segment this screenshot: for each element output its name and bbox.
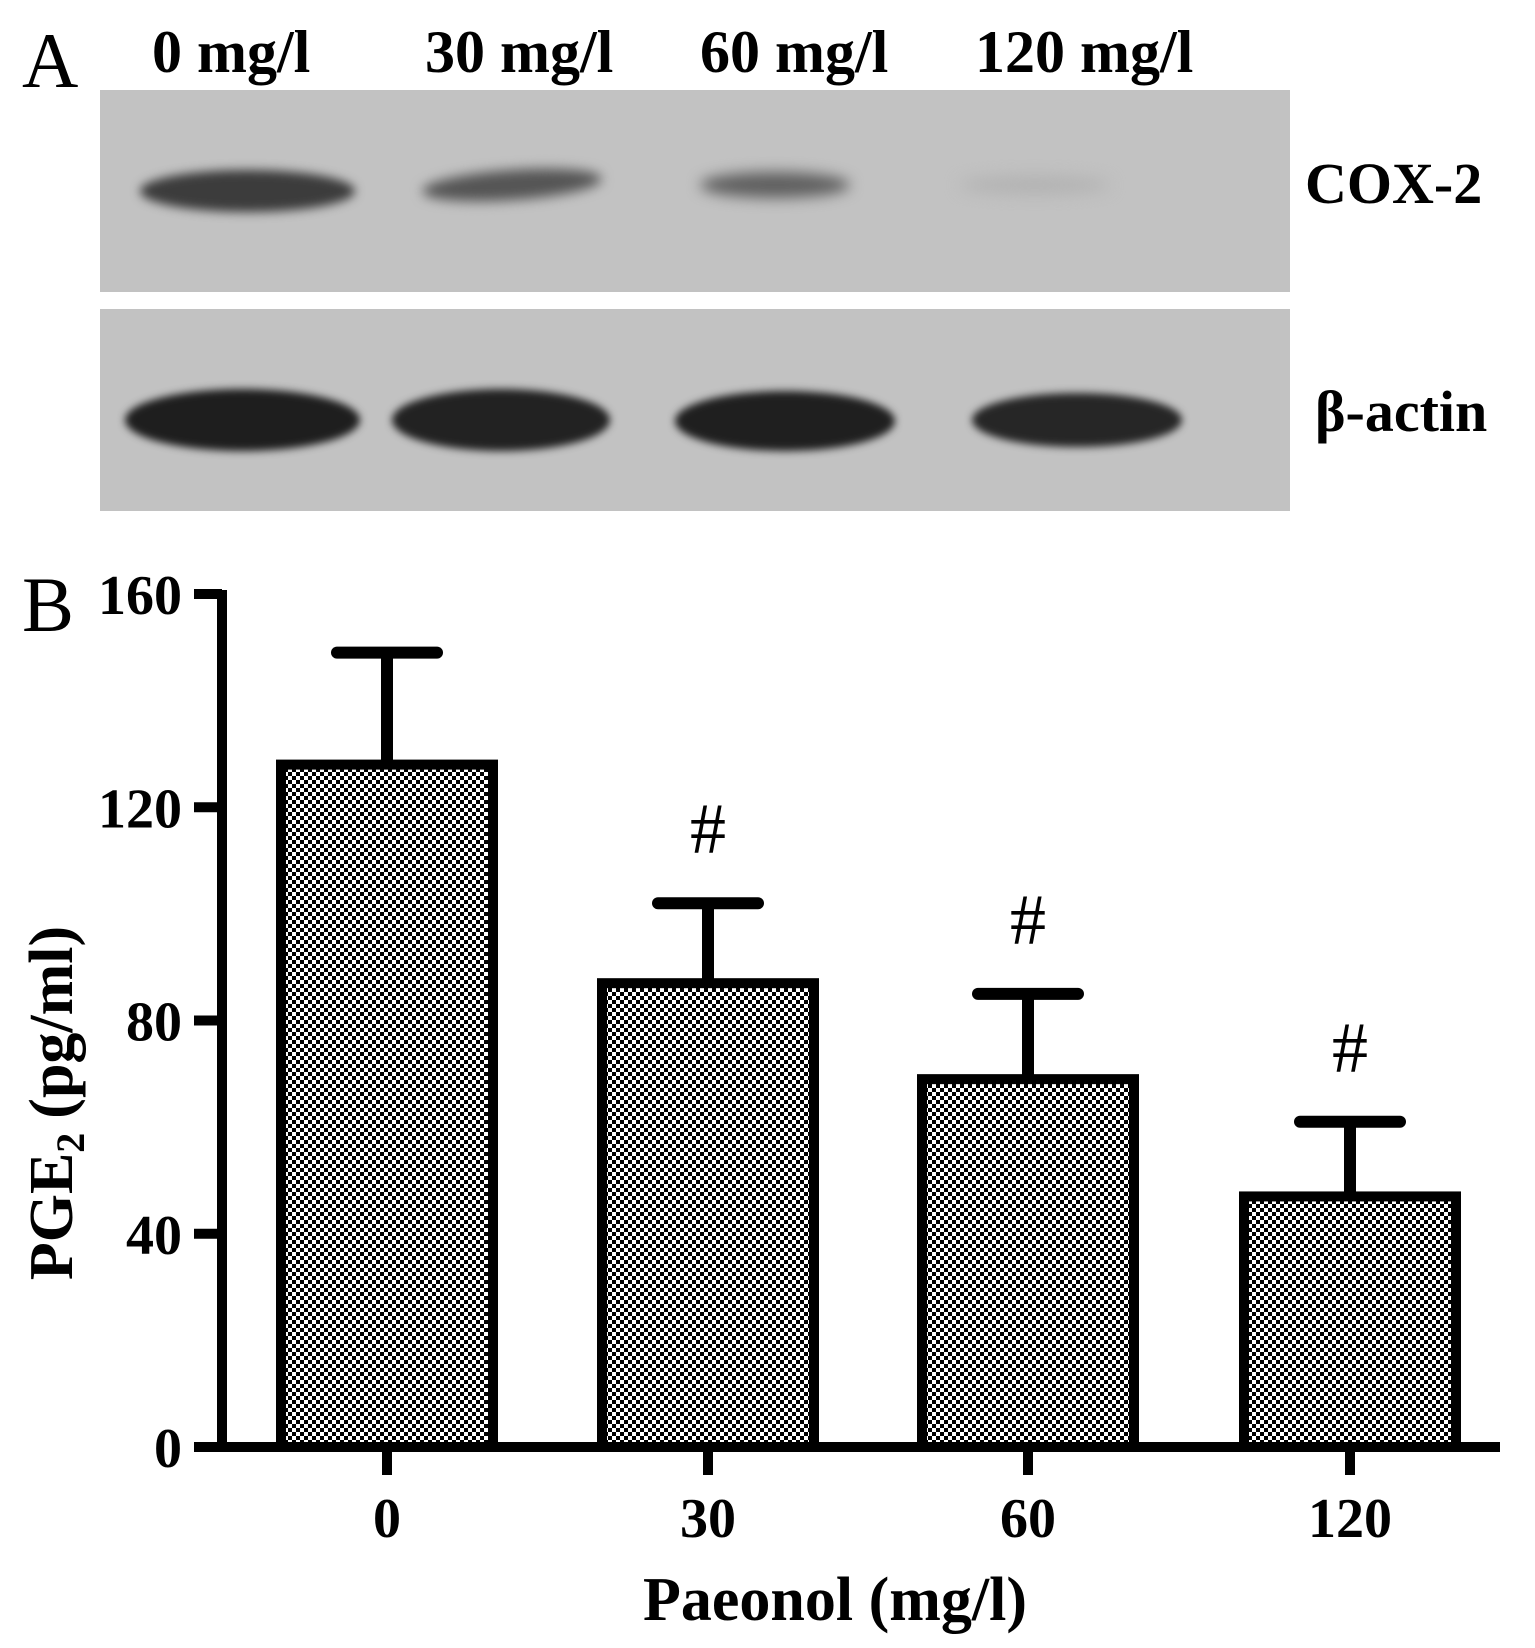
dose-label-120: 120 mg/l	[975, 22, 1193, 82]
cox2-band-0	[140, 170, 355, 212]
significance-mark-60: #	[1010, 880, 1046, 960]
y-tick-label-160: 160	[98, 565, 182, 627]
dose-label-0: 0 mg/l	[152, 22, 310, 82]
bar-0	[281, 765, 493, 1447]
y-axis-title: PGE2(pg/ml)	[18, 926, 93, 1280]
x-tick-label-30: 30	[680, 1488, 736, 1550]
protein-label-cox2: COX-2	[1305, 155, 1482, 213]
dose-label-60: 60 mg/l	[700, 22, 888, 82]
y-axis-title-unit: (pg/ml)	[18, 926, 86, 1119]
cox2-band-30	[421, 164, 603, 206]
x-axis-title: Paeonol (mg/l)	[643, 1566, 1027, 1634]
cox2-band-120	[960, 176, 1110, 194]
cox2-blot-strip	[100, 90, 1290, 292]
bar-60	[922, 1079, 1134, 1447]
y-axis-title-subscript: 2	[48, 1133, 93, 1153]
actin-band-120	[972, 393, 1182, 447]
x-tick-label-60: 60	[1000, 1488, 1056, 1550]
significance-mark-120: #	[1332, 1008, 1368, 1088]
actin-band-30	[392, 389, 610, 451]
y-tick-label-0: 0	[154, 1418, 182, 1480]
y-tick-label-120: 120	[98, 778, 182, 840]
bars-layer: # # #	[281, 653, 1456, 1447]
significance-mark-30: #	[690, 789, 726, 869]
y-tick-label-40: 40	[126, 1205, 182, 1267]
x-tick-label-120: 120	[1308, 1488, 1392, 1550]
y-tick-label-80: 80	[126, 992, 182, 1054]
panel-a-label: A	[22, 22, 78, 100]
bar-120	[1244, 1196, 1456, 1447]
cox2-band-60	[700, 172, 850, 198]
actin-band-60	[675, 391, 895, 451]
actin-band-0	[125, 389, 360, 451]
protein-label-actin: β-actin	[1315, 383, 1487, 441]
actin-blot-strip	[100, 309, 1290, 511]
dose-label-30: 30 mg/l	[425, 22, 613, 82]
bar-30	[602, 983, 814, 1447]
x-tick-label-0: 0	[373, 1488, 401, 1550]
